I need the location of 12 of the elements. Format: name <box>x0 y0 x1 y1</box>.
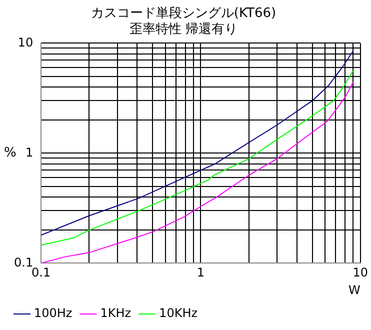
x-tick-label: 1 <box>196 266 205 280</box>
x-tick-label: 0.1 <box>32 266 51 280</box>
y-tick-label: 0.1 <box>14 255 34 270</box>
y-axis-title: % <box>4 146 16 161</box>
chart-title: カスコード単段シングル(KT66) 歪率特性 帰還有り <box>90 6 276 37</box>
x-tick-label: 10 <box>352 266 368 280</box>
y-tick-label: 1 <box>25 145 34 160</box>
y-tick-label: 10 <box>18 35 34 50</box>
legend-label: 1KHz <box>100 306 132 320</box>
x-axis-title: W <box>348 282 360 297</box>
legend-label: 10KHz <box>159 306 198 320</box>
legend-label: 100Hz <box>34 306 72 320</box>
